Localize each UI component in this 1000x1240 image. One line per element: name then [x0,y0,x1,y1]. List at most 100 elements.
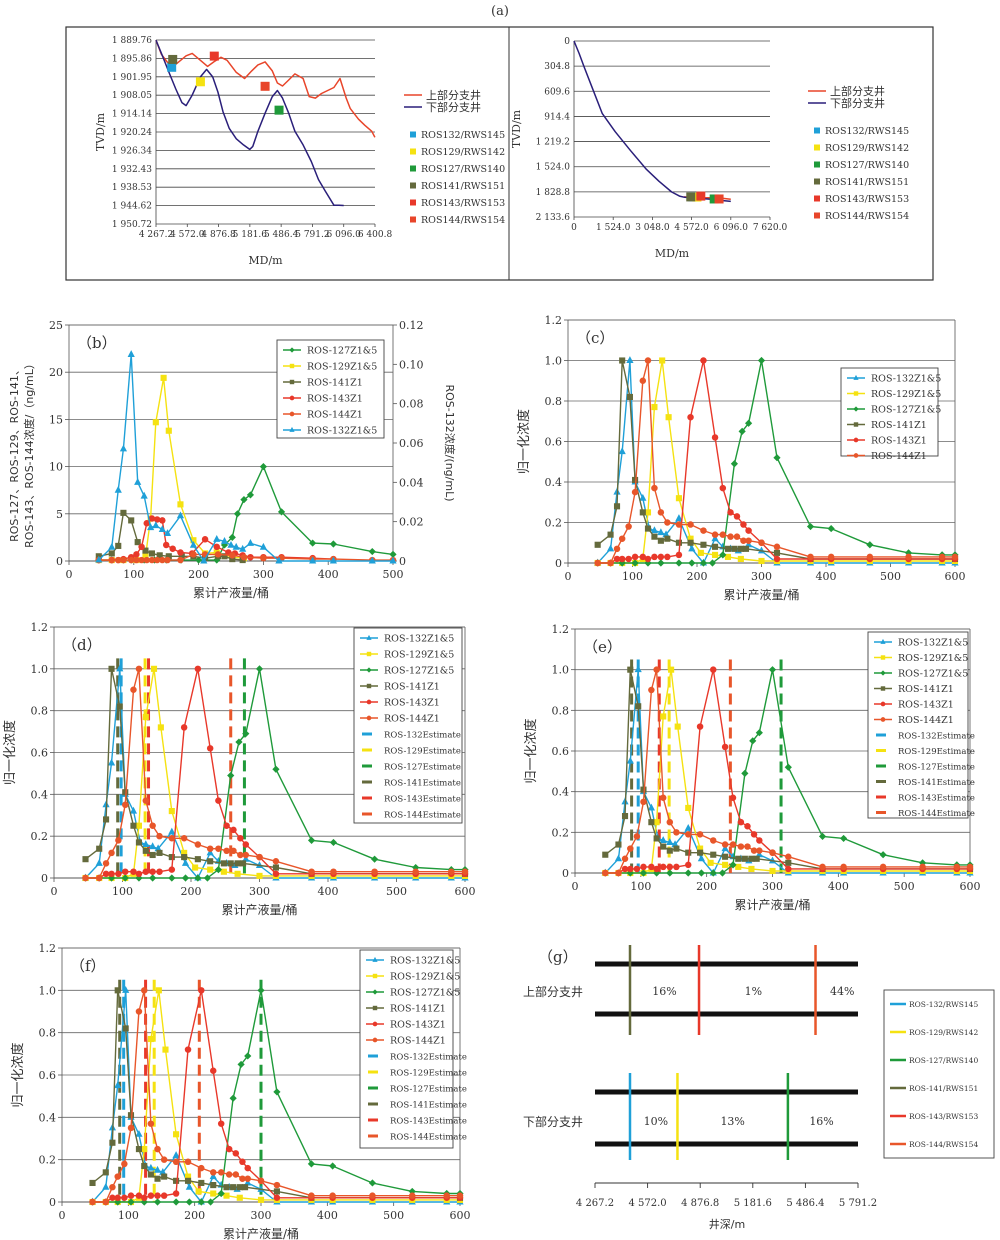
data-point [722,861,729,868]
legend-swatch [814,144,820,151]
y-tick-label: 0 [49,1196,56,1209]
data-point [220,860,227,867]
tracer-marker [709,194,719,204]
data-point [653,666,660,673]
tracer-marker [168,54,178,64]
data-point [368,556,376,564]
data-point [879,863,887,871]
data-point [115,870,122,878]
data-point [685,804,692,811]
data-point [753,855,760,862]
data-point [758,539,765,546]
x-tick-label: 0 [571,223,577,233]
data-point [223,847,230,855]
data-point [741,769,749,777]
data-point [260,554,267,562]
x-tick-label: 0 [66,568,73,581]
data-point [256,853,263,861]
y-tick-label: 0.6 [545,436,563,449]
y-tick-label: 0.4 [39,1111,57,1124]
data-point [223,1184,230,1191]
tracer-marker [686,192,696,202]
legend-swatch [410,199,416,206]
data-point [198,987,205,994]
x-tick-label: 600 [450,1209,471,1222]
data-point [185,1182,193,1190]
data-point [651,404,658,411]
data-point [651,484,658,492]
x-tick-label: 400 [318,568,339,581]
legend-marker [372,989,378,995]
y-tick-label: 1 950.72 [112,220,152,230]
data-point [745,527,752,534]
legend-swatch [410,165,416,172]
wellbore-wall-lower [595,1011,858,1017]
data-point [666,863,674,871]
data-point [180,724,188,731]
data-point [82,856,89,863]
data-point [120,556,127,564]
data-point [153,556,161,564]
x-tick-label: 300 [762,880,783,893]
series-line-lower-branch [155,39,344,207]
data-point [220,537,229,544]
y2-tick-label: 0.08 [399,398,424,411]
data-point [149,822,156,829]
y-tick-label: 1 932.43 [112,165,152,175]
data-point [443,1192,450,1199]
data-point [673,829,680,836]
y-tick-label: 1 901.95 [112,73,152,83]
data-point [141,987,148,994]
y-tick-label: 0.2 [39,1154,57,1167]
y2-tick-label: 0 [399,555,406,568]
data-point [156,868,163,875]
data-point [160,374,167,381]
legend-label: ROS-141Z1 [898,684,954,695]
data-point [164,556,171,564]
x-tick-label: 7 620.0 [753,223,788,233]
data-point [168,827,176,835]
data-point [653,819,660,826]
x-tick-label: 4 876.8 [681,1198,719,1209]
data-point [114,485,122,493]
data-point [696,831,704,838]
data-point [729,841,737,848]
data-point [635,703,642,710]
data-point [147,1163,155,1171]
data-point [697,869,705,877]
data-point [697,854,705,862]
legend-marker [289,363,295,369]
data-point [159,556,166,564]
data-point [657,559,665,567]
legend-swatch [814,178,820,185]
data-point [149,851,156,859]
y-tick-label: 304.8 [544,62,570,72]
data-point [953,863,961,871]
data-point [594,559,601,567]
legend-swatch [410,182,416,189]
data-point [671,840,679,848]
data-point [153,1198,162,1206]
legend-marker [880,686,886,691]
data-point [626,393,633,401]
legend-marker [372,1005,378,1011]
data-point [230,847,237,855]
data-point [154,1145,161,1153]
legend-marker [366,667,372,673]
data-point [152,521,160,529]
data-point [236,1184,243,1191]
legend-label: ROS-144Z1 [307,410,363,421]
data-point [181,859,190,866]
data-point [696,723,704,730]
x-axis-label: 累计产液量/桶 [193,585,269,600]
data-point [368,547,376,556]
y-tick-label: 1 920.24 [112,128,152,138]
legend-marker [880,638,886,644]
legend-label: ROS-144Z1 [898,715,954,726]
data-point [840,834,848,843]
y-tick-label: 10 [49,461,63,474]
legend-label: ROS-127Estimate [390,1085,467,1095]
data-point [684,869,692,877]
data-point [687,535,694,542]
x-tick-label: 200 [687,570,708,583]
